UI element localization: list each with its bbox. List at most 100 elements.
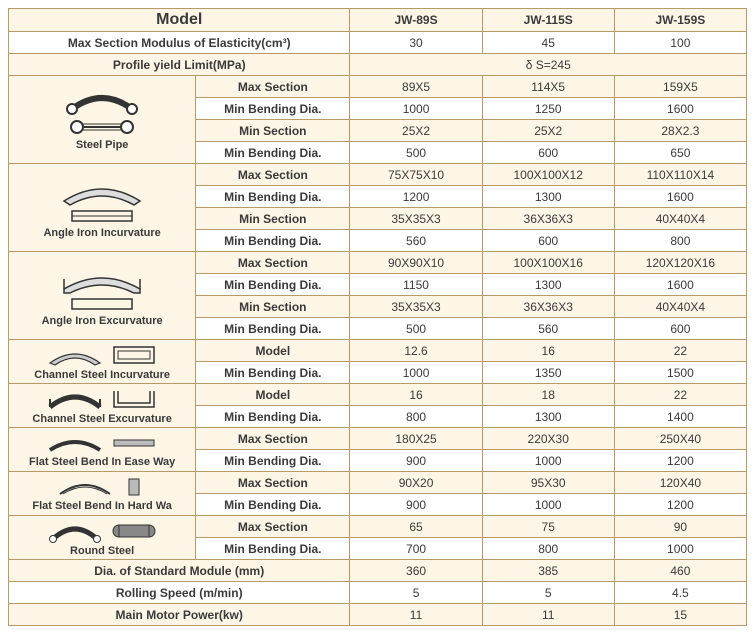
group-7-row-0-val-0: 65 (350, 516, 482, 538)
category-steel-pipe: Steel Pipe (9, 76, 196, 164)
bottom-row-label-1: Rolling Speed (m/min) (9, 582, 350, 604)
category-label-1: Angle Iron Incurvature (43, 227, 160, 239)
bottom-row-0-val-1: 385 (482, 560, 614, 582)
bottom-row-2-val-1: 11 (482, 604, 614, 626)
category-label-3: Channel Steel Incurvature (34, 369, 170, 381)
group-1-row-0-val-0: 75X75X10 (350, 164, 482, 186)
group-2-row-0-val-0: 90X90X10 (350, 252, 482, 274)
group-1-row-1-val-1: 1300 (482, 186, 614, 208)
group-0-row-3-label: Min Bending Dia. (196, 142, 350, 164)
group-6-row-0-val-0: 90X20 (350, 472, 482, 494)
group-6-row-0-label: Max Section (196, 472, 350, 494)
group-2-row-1-val-2: 1600 (614, 274, 746, 296)
group-7-row-1-val-0: 700 (350, 538, 482, 560)
group-7-row-1-label: Min Bending Dia. (196, 538, 350, 560)
header-col-0: JW-89S (350, 9, 482, 32)
category-channel-ex: Channel Steel Excurvature (9, 384, 196, 428)
group-3-row-1-val-1: 1350 (482, 362, 614, 384)
group-4-row-0-val-0: 16 (350, 384, 482, 406)
group-6-row-1-val-2: 1200 (614, 494, 746, 516)
channel-in-section-icon (109, 343, 159, 367)
group-6-row-1-val-0: 900 (350, 494, 482, 516)
channel-in-arc-icon (45, 343, 105, 367)
group-1-row-2-val-2: 40X40X4 (614, 208, 746, 230)
group-0-row-0-val-0: 89X5 (350, 76, 482, 98)
group-0-row-1-val-2: 1600 (614, 98, 746, 120)
header-col-2: JW-159S (614, 9, 746, 32)
group-2-row-1-val-0: 1150 (350, 274, 482, 296)
group-4-row-0-val-1: 18 (482, 384, 614, 406)
category-label-7: Round Steel (70, 545, 134, 557)
group-0-row-0-label: Max Section (196, 76, 350, 98)
round-steel-section-icon (109, 519, 159, 543)
group-2-row-3-val-1: 560 (482, 318, 614, 340)
group-4-row-1-label: Min Bending Dia. (196, 406, 350, 428)
bottom-row-label-0: Dia. of Standard Module (mm) (9, 560, 350, 582)
bottom-row-1-val-1: 5 (482, 582, 614, 604)
group-1-row-2-label: Min Section (196, 208, 350, 230)
group-5-row-1-val-1: 1000 (482, 450, 614, 472)
group-6-row-0-val-2: 120X40 (614, 472, 746, 494)
group-2-row-2-label: Min Section (196, 296, 350, 318)
group-3-row-1-val-2: 1500 (614, 362, 746, 384)
category-label-0: Steel Pipe (76, 139, 129, 151)
flat-ease-section-icon (109, 432, 159, 454)
top-row-merged-1: δ S=245 (350, 54, 747, 76)
group-5-row-0-label: Max Section (196, 428, 350, 450)
group-0-row-2-val-0: 25X2 (350, 120, 482, 142)
group-5-row-0-val-1: 220X30 (482, 428, 614, 450)
group-2-row-3-val-2: 600 (614, 318, 746, 340)
group-7-row-0-val-1: 75 (482, 516, 614, 538)
bottom-row-1-val-2: 4.5 (614, 582, 746, 604)
channel-ex-section-icon (109, 387, 159, 411)
flat-hard-section-icon (119, 476, 149, 498)
group-6-row-0-val-1: 95X30 (482, 472, 614, 494)
group-2-row-2-val-0: 35X35X3 (350, 296, 482, 318)
group-1-row-1-val-2: 1600 (614, 186, 746, 208)
group-0-row-1-val-1: 1250 (482, 98, 614, 120)
group-1-row-0-val-1: 100X100X12 (482, 164, 614, 186)
group-2-row-0-label: Max Section (196, 252, 350, 274)
top-row-0-val-0: 30 (350, 32, 482, 54)
round-steel-arc-icon (45, 519, 105, 543)
group-4-row-1-val-2: 1400 (614, 406, 746, 428)
group-4-row-1-val-1: 1300 (482, 406, 614, 428)
angle-in-icon (52, 177, 152, 225)
group-5-row-0-val-0: 180X25 (350, 428, 482, 450)
channel-ex-arc-icon (45, 387, 105, 411)
top-row-label-0: Max Section Modulus of Elasticity(cm³) (9, 32, 350, 54)
category-flat-hard: Flat Steel Bend In Hard Wa (9, 472, 196, 516)
category-label-4: Channel Steel Excurvature (32, 413, 171, 425)
group-6-row-1-val-1: 1000 (482, 494, 614, 516)
group-0-row-3-val-2: 650 (614, 142, 746, 164)
group-5-row-1-val-0: 900 (350, 450, 482, 472)
bottom-row-2-val-2: 15 (614, 604, 746, 626)
group-3-row-0-label: Model (196, 340, 350, 362)
category-flat-ease: Flat Steel Bend In Ease Way (9, 428, 196, 472)
group-1-row-3-val-1: 600 (482, 230, 614, 252)
group-3-row-0-val-0: 12.6 (350, 340, 482, 362)
group-5-row-1-val-2: 1200 (614, 450, 746, 472)
top-row-0-val-2: 100 (614, 32, 746, 54)
group-3-row-0-val-1: 16 (482, 340, 614, 362)
group-0-row-3-val-0: 500 (350, 142, 482, 164)
group-2-row-0-val-2: 120X120X16 (614, 252, 746, 274)
group-1-row-3-label: Min Bending Dia. (196, 230, 350, 252)
group-4-row-0-label: Model (196, 384, 350, 406)
group-5-row-1-label: Min Bending Dia. (196, 450, 350, 472)
group-7-row-1-val-1: 800 (482, 538, 614, 560)
group-7-row-0-label: Max Section (196, 516, 350, 538)
group-3-row-1-label: Min Bending Dia. (196, 362, 350, 384)
header-model: Model (9, 9, 350, 32)
group-7-row-1-val-2: 1000 (614, 538, 746, 560)
bottom-row-0-val-0: 360 (350, 560, 482, 582)
bottom-row-2-val-0: 11 (350, 604, 482, 626)
category-angle-in: Angle Iron Incurvature (9, 164, 196, 252)
group-2-row-1-val-1: 1300 (482, 274, 614, 296)
category-label-2: Angle Iron Excurvature (42, 315, 163, 327)
group-5-row-0-val-2: 250X40 (614, 428, 746, 450)
group-2-row-2-val-1: 36X36X3 (482, 296, 614, 318)
bottom-row-1-val-0: 5 (350, 582, 482, 604)
group-1-row-0-val-2: 110X110X14 (614, 164, 746, 186)
group-2-row-1-label: Min Bending Dia. (196, 274, 350, 296)
